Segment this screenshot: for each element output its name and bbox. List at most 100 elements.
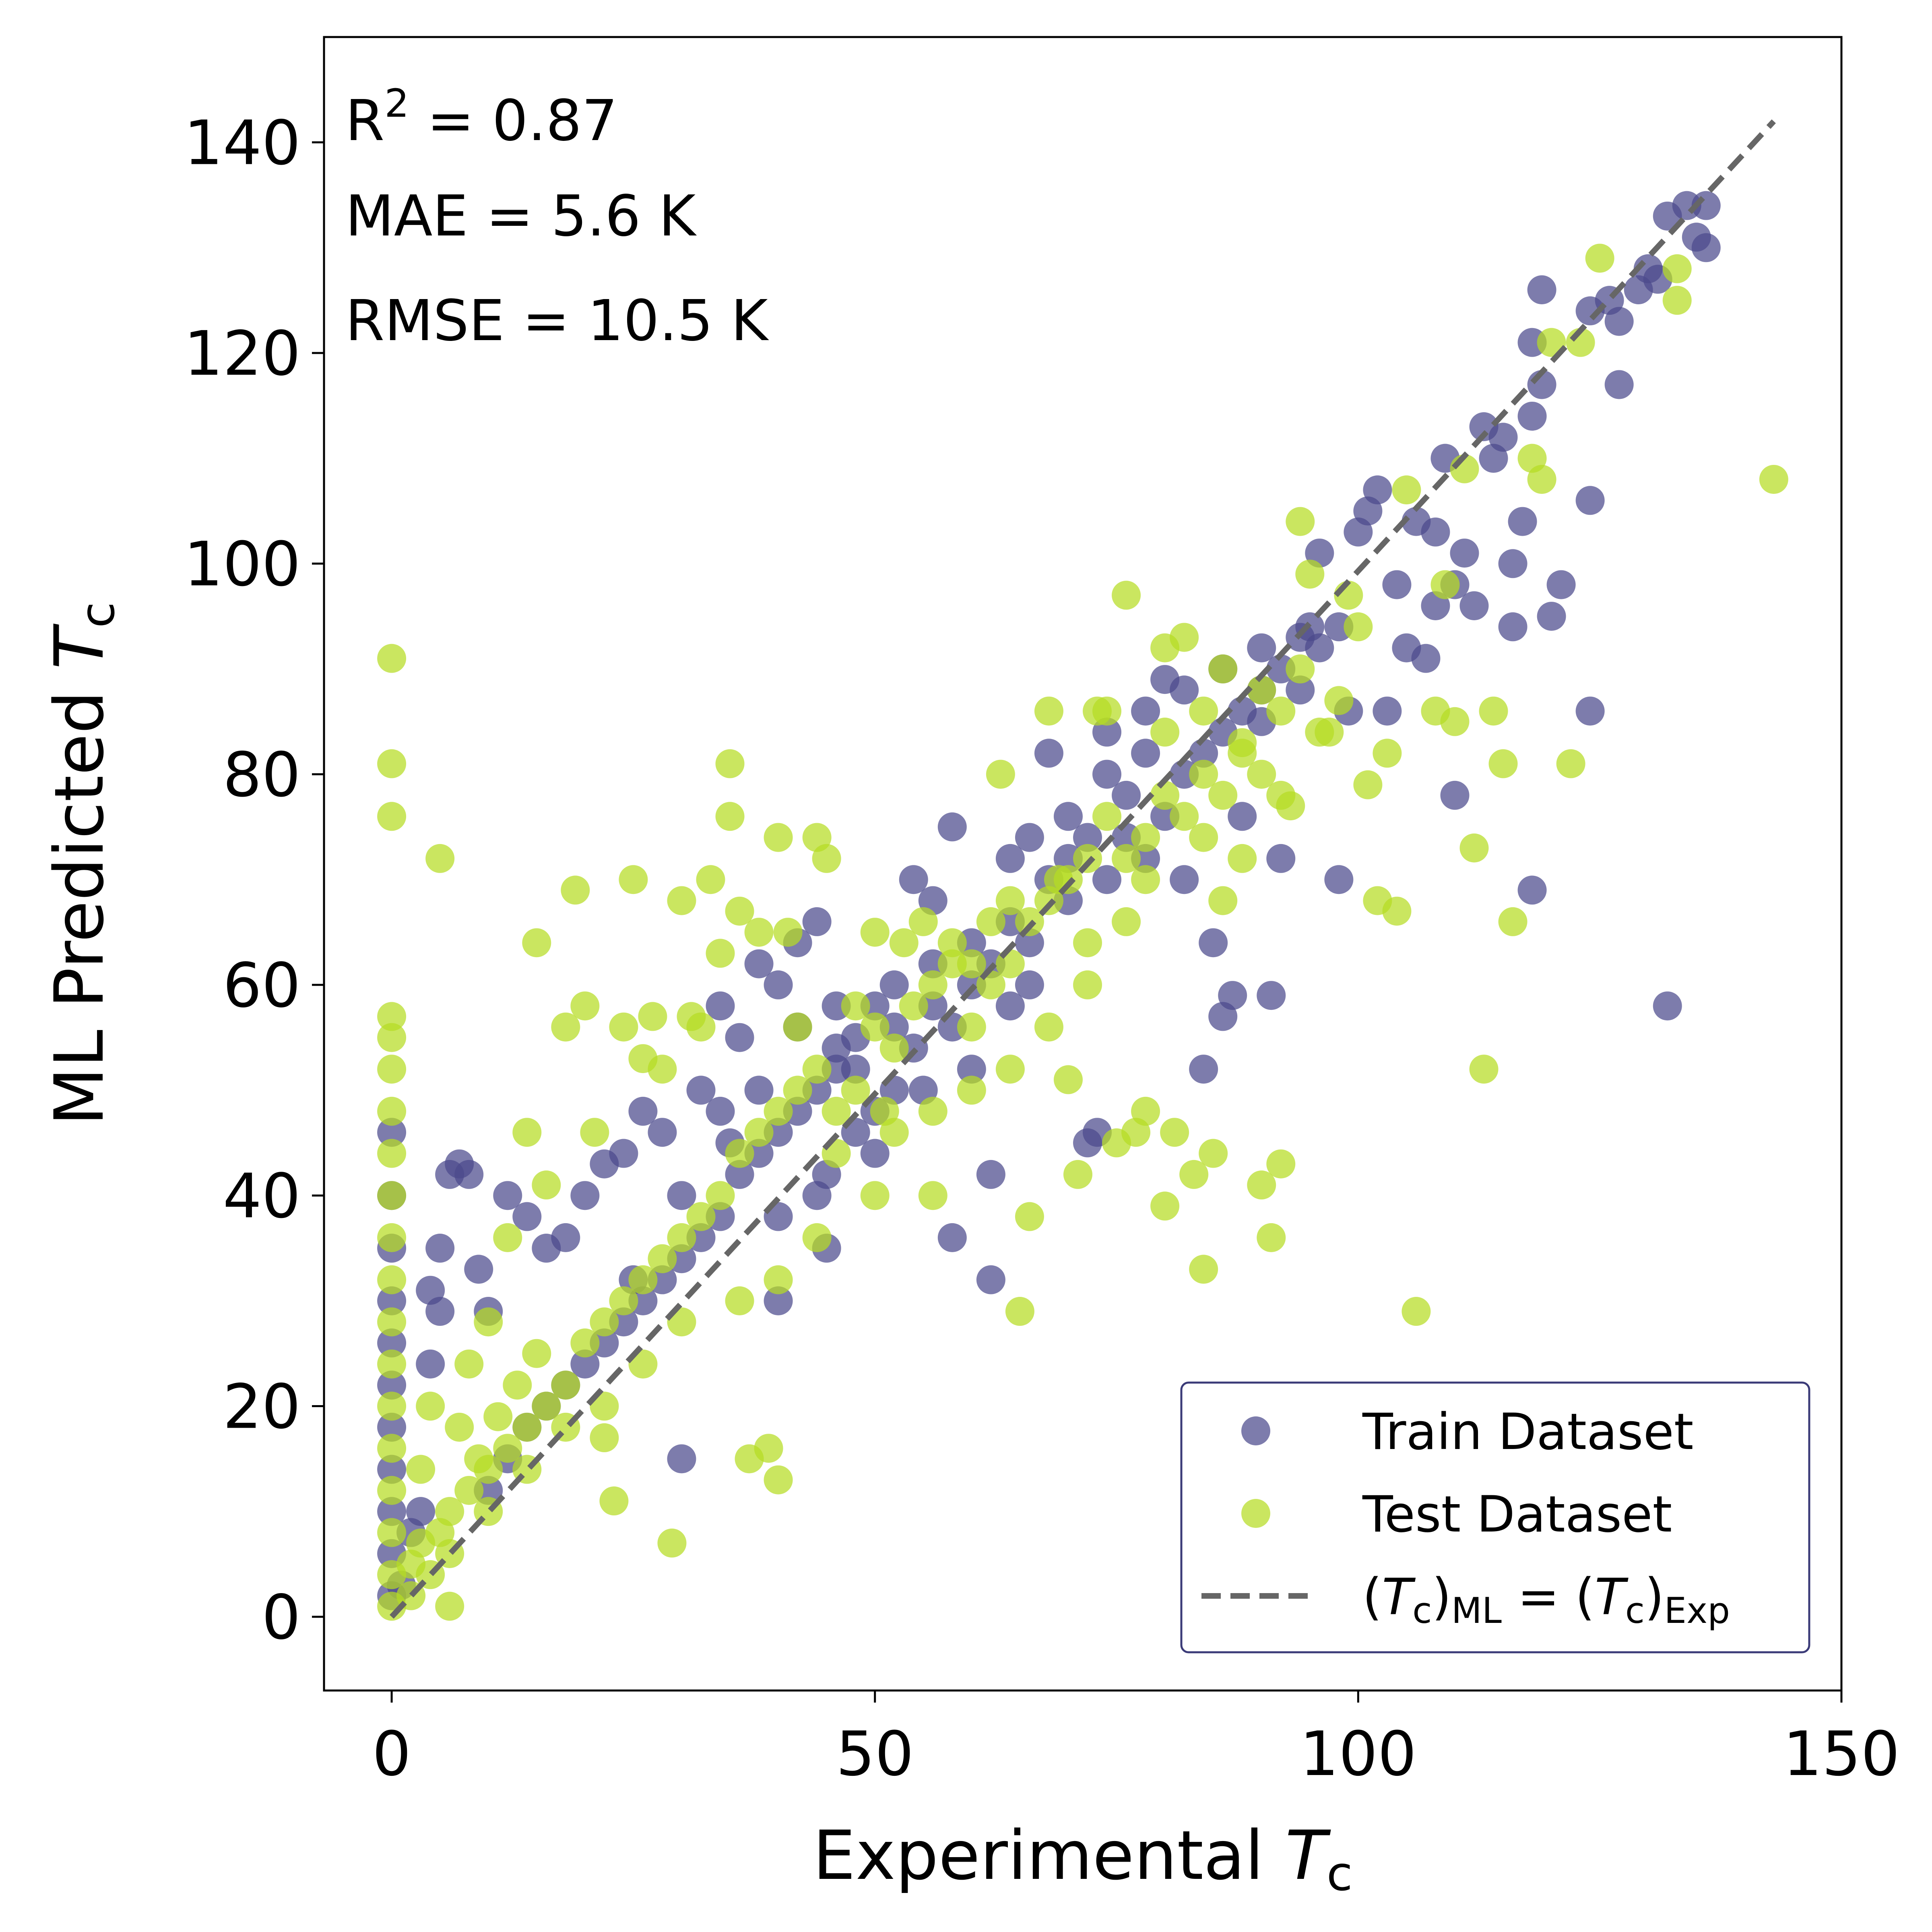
train-point	[1257, 981, 1286, 1010]
train-point	[1034, 739, 1063, 768]
train-point	[725, 1023, 754, 1052]
train-point	[377, 1371, 407, 1400]
test-point	[889, 928, 919, 958]
test-point	[1053, 1065, 1083, 1094]
test-point	[570, 991, 600, 1021]
train-point	[1517, 401, 1547, 431]
train-point	[551, 1223, 580, 1252]
train-point	[1131, 696, 1160, 726]
legend-identity-label: (Tc)ML = (Tc)Exp	[1362, 1568, 1730, 1631]
test-point	[1131, 865, 1160, 894]
test-point	[1440, 707, 1470, 736]
legend-test-label: Test Dataset	[1362, 1486, 1672, 1544]
test-point	[561, 875, 590, 905]
train-point	[1092, 760, 1122, 789]
test-point	[1324, 686, 1354, 715]
test-point	[609, 1286, 638, 1315]
test-point	[918, 1181, 947, 1210]
test-point	[1430, 570, 1460, 599]
test-point	[1063, 1160, 1092, 1189]
test-point	[1112, 907, 1141, 936]
train-point	[1411, 644, 1441, 673]
test-point	[995, 949, 1025, 978]
test-point	[696, 865, 725, 894]
test-point	[812, 844, 841, 873]
x-tick-label: 100	[1300, 1718, 1416, 1790]
test-point	[1073, 928, 1102, 958]
plot-area	[377, 119, 1788, 1621]
test-point	[1015, 907, 1044, 936]
train-point	[1131, 739, 1160, 768]
y-tick-label: 20	[223, 1371, 301, 1443]
x-tick-label: 50	[836, 1718, 914, 1790]
mae-annotation: MAE = 5.6 K	[345, 184, 697, 249]
test-point	[995, 886, 1025, 915]
train-point	[454, 1160, 484, 1189]
test-point	[1228, 844, 1257, 873]
x-axis-title: Experimental Tc	[813, 1816, 1352, 1901]
test-point	[1053, 865, 1083, 894]
test-point	[590, 1391, 619, 1421]
y-tick-label: 80	[223, 739, 301, 811]
test-point	[406, 1528, 436, 1558]
y-axis-title: ML Predicted Tc	[40, 602, 125, 1126]
test-point	[377, 1307, 407, 1337]
train-point	[1604, 307, 1634, 336]
x-axis: 0 50 100 150	[372, 1690, 1900, 1790]
train-point	[425, 1297, 455, 1326]
test-point	[377, 1265, 407, 1294]
train-point	[686, 1075, 716, 1105]
test-point	[841, 991, 870, 1021]
train-point	[628, 1096, 658, 1126]
train-point	[1488, 423, 1518, 452]
train-point	[406, 1497, 436, 1526]
test-point	[1179, 1160, 1209, 1189]
test-point	[1488, 749, 1518, 778]
test-point	[1150, 717, 1180, 747]
test-point	[454, 1476, 484, 1505]
test-point	[1295, 559, 1325, 589]
test-point	[1150, 1191, 1180, 1221]
test-point	[1479, 696, 1508, 726]
test-point	[976, 907, 1005, 936]
train-point	[1459, 591, 1489, 620]
test-point	[1034, 696, 1063, 726]
train-point	[879, 970, 909, 999]
test-point	[512, 1118, 542, 1147]
test-point	[1247, 675, 1276, 705]
test-point	[957, 949, 986, 978]
test-point	[860, 1012, 890, 1042]
test-point	[1353, 770, 1383, 799]
test-point	[377, 802, 407, 831]
test-point	[1459, 833, 1489, 863]
train-point	[1546, 570, 1576, 599]
test-point	[580, 1118, 609, 1147]
train-point	[377, 1497, 407, 1526]
test-point	[377, 1518, 407, 1547]
test-point	[425, 844, 455, 873]
train-point	[570, 1349, 600, 1379]
test-point	[764, 1265, 793, 1294]
y-axis: 0 20 40 60 80 100 120 140	[184, 107, 324, 1653]
train-point	[1508, 507, 1537, 536]
test-point	[1662, 254, 1692, 283]
test-point	[744, 918, 774, 947]
test-point	[1759, 464, 1788, 494]
test-point	[464, 1444, 493, 1474]
test-point	[706, 1181, 735, 1210]
test-point	[377, 1434, 407, 1463]
train-point	[1450, 539, 1479, 568]
test-point	[435, 1591, 464, 1621]
test-point	[860, 1181, 890, 1210]
test-point	[599, 1486, 629, 1516]
test-point	[377, 1002, 407, 1031]
test-point	[667, 1223, 696, 1252]
test-point	[1392, 475, 1421, 505]
test-point	[783, 1012, 812, 1042]
legend-test-marker	[1241, 1499, 1270, 1528]
test-point	[522, 1339, 551, 1368]
y-tick-label: 40	[223, 1160, 301, 1232]
train-point	[1527, 275, 1556, 304]
test-point	[1034, 886, 1063, 915]
test-point	[1073, 970, 1102, 999]
